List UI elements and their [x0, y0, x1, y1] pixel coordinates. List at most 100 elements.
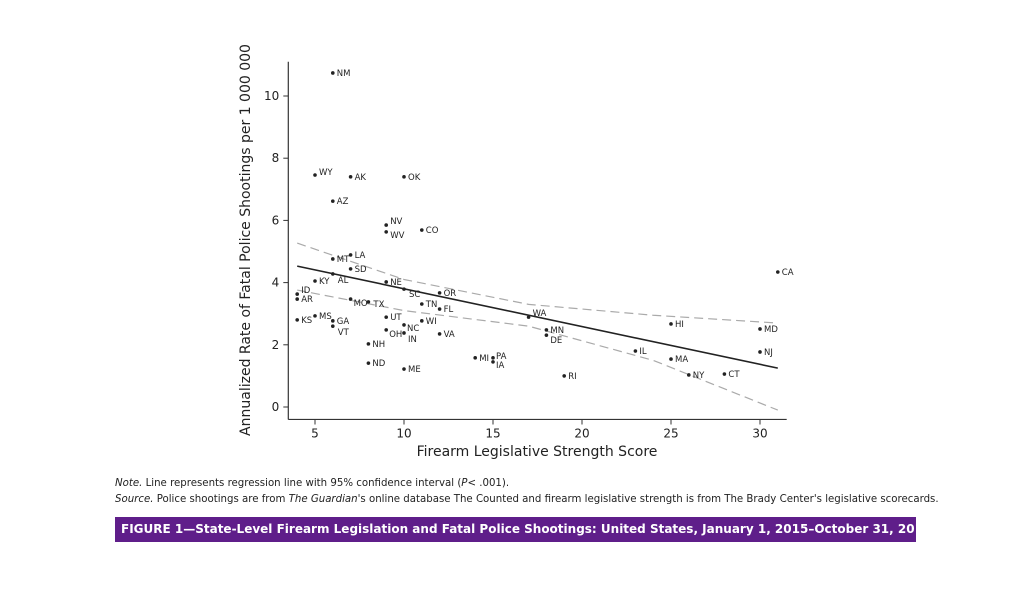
source-body-end: 's online database The Counted and firea…	[357, 494, 939, 505]
point-nj	[758, 350, 762, 354]
ci-lower-line	[297, 289, 779, 411]
point-label-al: AL	[338, 276, 349, 286]
point-label-nv: NV	[390, 217, 402, 227]
point-mt	[331, 257, 335, 261]
point-hi	[669, 322, 673, 326]
x-tick-label: 10	[396, 426, 411, 440]
point-label-nj: NJ	[764, 348, 773, 358]
point-mn	[544, 328, 549, 332]
point-label-va: VA	[444, 330, 455, 340]
point-label-ia: IA	[496, 361, 505, 371]
point-label-sd: SD	[355, 265, 367, 275]
point-al	[331, 272, 335, 276]
point-label-nc: NC	[407, 324, 419, 334]
y-axis-label: Annualized Rate of Fatal Police Shooting…	[238, 44, 254, 436]
point-label-ut: UT	[390, 313, 402, 323]
point-label-tn: TN	[425, 300, 438, 310]
point-label-mn: MN	[550, 326, 564, 336]
point-me	[402, 367, 406, 371]
point-va	[437, 332, 442, 336]
point-ak	[348, 175, 353, 179]
ci-upper-line	[297, 242, 778, 324]
point-label-fl: FL	[444, 305, 454, 315]
point-sc	[402, 287, 406, 291]
point-co	[420, 228, 424, 232]
point-ri	[562, 374, 566, 378]
point-label-mo: MO	[354, 299, 368, 309]
point-label-nd: ND	[372, 359, 385, 369]
x-tick-label: 5	[311, 426, 319, 440]
point-label-sc: SC	[409, 290, 420, 300]
point-label-id: ID	[301, 286, 311, 296]
point-sd	[348, 267, 353, 271]
point-label-oh: OH	[389, 330, 402, 340]
y-tick-label: 2	[272, 338, 280, 352]
point-label-co: CO	[426, 226, 439, 236]
point-ga	[331, 319, 335, 323]
point-wy	[313, 173, 317, 177]
x-tick-label: 25	[663, 426, 678, 440]
point-label-in: IN	[408, 335, 417, 345]
regression-lines	[297, 242, 779, 411]
y-tick-label: 6	[272, 213, 280, 227]
regression-line	[297, 265, 778, 369]
point-ny	[687, 373, 691, 377]
point-label-ny: NY	[693, 371, 705, 381]
point-ks	[295, 318, 300, 322]
point-mi	[473, 356, 478, 360]
point-label-tx: TX	[372, 300, 384, 310]
point-label-ms: MS	[319, 312, 332, 322]
point-label-nm: NM	[337, 69, 351, 79]
point-label-wa: WA	[533, 309, 547, 319]
point-label-ga: GA	[337, 317, 350, 327]
note-body: Line represents regression line with 95%…	[142, 478, 462, 489]
point-tx	[366, 300, 371, 304]
source-label: Source.	[115, 494, 154, 505]
note-text: Note. Line represents regression line wi…	[115, 478, 509, 489]
point-label-hi: HI	[675, 320, 684, 330]
point-vt	[331, 324, 335, 328]
x-tick-label: 20	[574, 426, 589, 440]
point-label-wy: WY	[319, 168, 333, 178]
point-label-ak: AK	[355, 173, 367, 183]
point-oh	[384, 328, 389, 332]
point-label-me: ME	[408, 365, 421, 375]
point-md	[758, 327, 762, 331]
point-label-ri: RI	[568, 372, 576, 382]
axes: 5 10 15 20 25 30 0 2 4 6 8 10	[264, 61, 787, 440]
point-label-ky: KY	[319, 277, 330, 287]
source-text: Source. Police shootings are from The Gu…	[115, 494, 939, 505]
point-label-wi: WI	[426, 317, 437, 327]
point-label-mt: MT	[337, 255, 350, 265]
point-id	[295, 292, 300, 296]
point-ma	[669, 357, 673, 361]
point-ms	[313, 314, 317, 318]
point-label-ct: CT	[728, 370, 740, 380]
figure-caption: FIGURE 1—State-Level Firearm Legislation…	[115, 517, 931, 542]
point-nm	[331, 71, 335, 75]
point-ne	[384, 280, 389, 284]
point-ok	[402, 175, 406, 179]
point-label-md: MD	[764, 325, 778, 335]
point-mo	[348, 297, 353, 301]
point-ct	[722, 372, 727, 376]
point-nh	[366, 342, 371, 346]
point-label-mi: MI	[479, 354, 489, 364]
point-il	[633, 349, 638, 353]
point-label-or: OR	[444, 289, 457, 299]
point-in	[402, 331, 406, 335]
point-ky	[313, 279, 317, 283]
point-label-ks: KS	[301, 316, 312, 326]
point-label-ok: OK	[408, 173, 421, 183]
point-de	[544, 333, 549, 337]
x-tick-label: 15	[485, 426, 500, 440]
point-nv	[384, 223, 389, 227]
p-symbol: P	[461, 478, 468, 489]
point-wv	[384, 230, 389, 234]
point-ia	[491, 360, 495, 364]
y-tick-label: 8	[272, 151, 280, 165]
point-fl	[437, 307, 442, 311]
point-ar	[295, 297, 300, 301]
point-tn	[420, 302, 424, 306]
